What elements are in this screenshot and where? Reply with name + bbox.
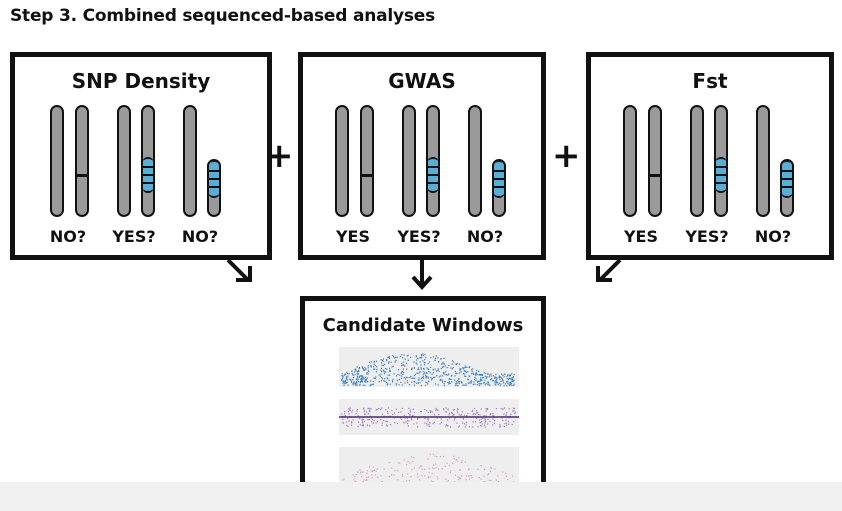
chromosome-highlight-icon (426, 105, 440, 217)
chromosome-icon (690, 105, 704, 217)
chromosome-icon (623, 105, 637, 217)
chromosome-icon (335, 105, 349, 217)
result-label: YES (335, 227, 371, 246)
chromosome-icon (360, 105, 374, 217)
chromosome-icon (50, 105, 64, 217)
candidate-plots-thumbnail (327, 341, 523, 501)
arrow-down-right-icon (226, 258, 252, 282)
result-label: NO? (466, 227, 504, 246)
result-label: NO? (49, 227, 87, 246)
chromosome-highlight-icon (141, 105, 155, 217)
plot-1-points (341, 353, 515, 387)
panel-title: GWAS (388, 69, 456, 93)
chromosome-highlight-icon (714, 105, 728, 217)
result-label: YES? (397, 227, 441, 246)
result-label: NO? (181, 227, 219, 246)
plot-panel-1 (339, 347, 519, 387)
plus-sign: + (552, 136, 581, 176)
chromosome-icon (75, 105, 89, 217)
snp-density-panel: SNP Density NO? YES? NO? (10, 52, 272, 260)
fst-panel: Fst YES YES? NO? (586, 52, 834, 260)
arrow-down-left-icon (596, 258, 622, 282)
result-label: NO? (754, 227, 792, 246)
chromosome-highlight-icon (492, 159, 506, 217)
result-label: YES (623, 227, 659, 246)
chromosome-icon (117, 105, 131, 217)
page-title: Step 3. Combined sequenced-based analyse… (10, 6, 436, 26)
plus-sign: + (265, 136, 294, 176)
chromosome-icon (183, 105, 197, 217)
gwas-panel: GWAS YES YES? NO? (298, 52, 546, 260)
chromosome-icon (756, 105, 770, 217)
chromosome-icon (402, 105, 416, 217)
chromosome-icon (648, 105, 662, 217)
arrow-down-icon (411, 260, 433, 290)
candidate-windows-panel: Candidate Windows (300, 296, 546, 506)
panel-title: Fst (692, 69, 728, 93)
chromosome-highlight-icon (780, 159, 794, 217)
result-label: YES? (685, 227, 729, 246)
chromosome-highlight-icon (207, 159, 221, 217)
bottom-strip (0, 482, 842, 511)
panel-title: Candidate Windows (322, 315, 524, 336)
result-label: YES? (112, 227, 156, 246)
panel-title: SNP Density (71, 69, 211, 93)
chromosome-icon (468, 105, 482, 217)
